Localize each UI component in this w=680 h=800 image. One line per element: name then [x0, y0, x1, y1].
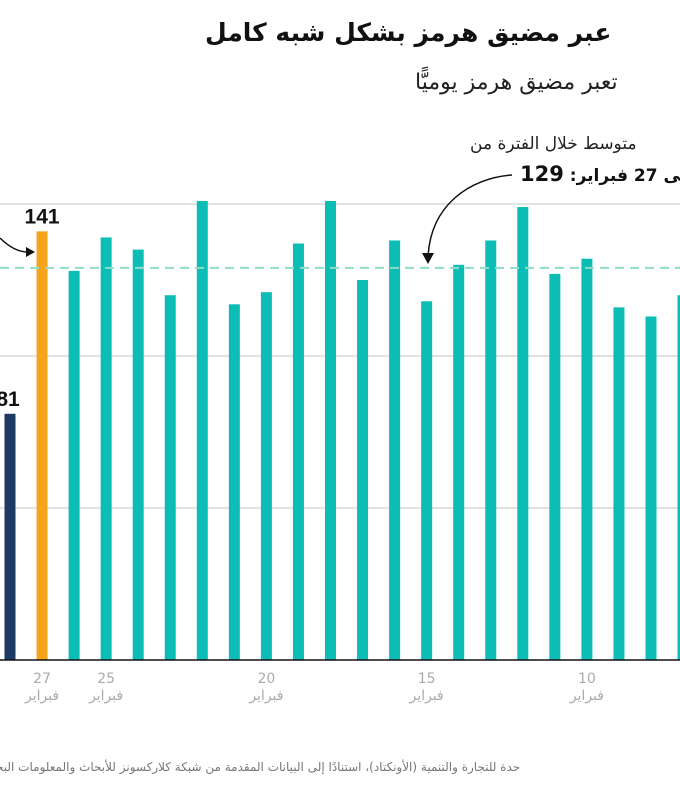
- bar-13: [421, 301, 433, 660]
- bar-10: [325, 200, 336, 660]
- highlight-arrow: [0, 237, 29, 253]
- bar-11: [357, 280, 369, 660]
- bar-21: [677, 295, 680, 660]
- bar-1: [36, 231, 48, 661]
- bar-16: [517, 207, 529, 661]
- chart-title: عبر مضيق هرمز بشكل شبه كامل: [205, 18, 612, 47]
- bar-20: [645, 316, 657, 660]
- bar-12: [389, 240, 401, 661]
- x-tick-month-25: فبراير: [88, 688, 123, 704]
- bar-2: [68, 270, 80, 660]
- bar-14: [453, 264, 465, 660]
- bar-8: [260, 292, 272, 660]
- x-tick-month-15: فبراير: [409, 688, 444, 704]
- average-annotation-line1: متوسط خلال الفترة من: [470, 134, 637, 154]
- bar-0: [4, 413, 16, 660]
- bar-3: [100, 237, 112, 660]
- data-label-0: 81: [0, 388, 20, 411]
- average-arrow: [427, 174, 513, 259]
- x-tick-day-25: 25: [97, 671, 115, 687]
- bar-9: [292, 243, 304, 660]
- x-tick-month-10: فبراير: [569, 688, 604, 704]
- average-arrowhead-icon: [422, 253, 434, 264]
- bar-6: [196, 200, 208, 660]
- x-tick-month-20: فبراير: [248, 688, 283, 704]
- bar-7: [228, 304, 240, 660]
- bar-19: [613, 307, 625, 660]
- x-tick-day-20: 20: [257, 671, 275, 687]
- x-tick-day-10: 10: [578, 671, 596, 687]
- bar-18: [581, 258, 593, 660]
- average-annotation-line2: لى 27 فبراير: 129: [520, 162, 680, 186]
- data-label-1: 141: [25, 205, 60, 228]
- highlight-arrowhead-icon: [26, 247, 35, 257]
- source-footer: حدة للتجارة والتنمية (الأونكتاد)، استناد…: [0, 760, 521, 774]
- average-annotation-value: 129: [520, 162, 564, 186]
- bar-15: [485, 240, 497, 661]
- x-tick-day-27: 27: [33, 671, 51, 687]
- bar-4: [132, 249, 144, 660]
- x-tick-day-15: 15: [418, 671, 436, 687]
- bar-5: [164, 295, 176, 660]
- chart-subtitle: تعبر مضيق هرمز يوميًّا: [415, 70, 618, 95]
- average-annotation-text: لى 27 فبراير:: [569, 166, 680, 186]
- x-tick-month-27: فبراير: [24, 688, 59, 704]
- bar-17: [549, 273, 561, 660]
